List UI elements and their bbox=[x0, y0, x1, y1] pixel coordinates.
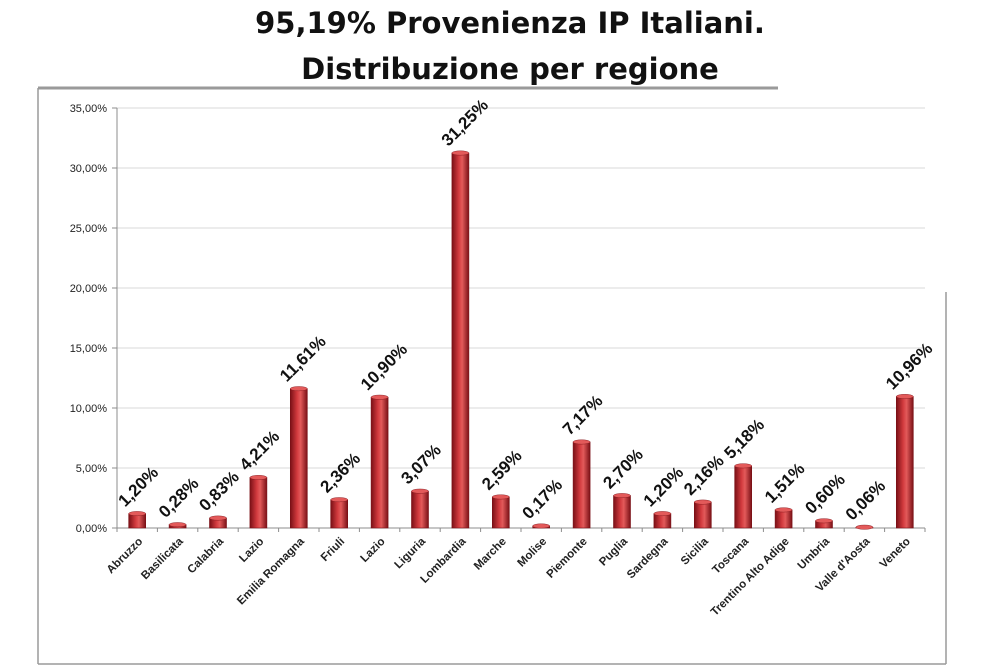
bar bbox=[774, 509, 793, 529]
x-category-label: Sardegna bbox=[625, 535, 671, 581]
x-category-label: Liguria bbox=[393, 535, 429, 571]
x-category-label: Marche bbox=[472, 536, 509, 573]
bar-cap bbox=[572, 439, 591, 445]
y-tick-label: 25,00% bbox=[70, 223, 108, 235]
x-category-label: Basilicata bbox=[139, 535, 186, 582]
bar bbox=[734, 465, 753, 529]
x-category-label: Lazio bbox=[237, 536, 266, 565]
bar bbox=[330, 499, 349, 529]
x-category-label: Molise bbox=[516, 536, 550, 570]
y-tick-label: 35,00% bbox=[70, 103, 108, 115]
x-category-label: Trentino Alto Adige bbox=[709, 536, 792, 619]
bar bbox=[491, 496, 510, 529]
bar-cap bbox=[168, 522, 187, 528]
data-label: 2,16% bbox=[680, 451, 728, 499]
x-category-label: Toscana bbox=[710, 535, 751, 576]
bar-cap bbox=[492, 494, 510, 500]
x-category-label: Umbria bbox=[796, 535, 833, 572]
bar-cap bbox=[370, 394, 389, 400]
x-category-label: Emilia Romagna bbox=[235, 535, 307, 607]
data-label: 1,51% bbox=[761, 459, 809, 507]
data-label: 0,06% bbox=[842, 477, 890, 525]
bar-cap bbox=[532, 523, 550, 529]
bar-cap bbox=[653, 511, 672, 516]
bar bbox=[895, 396, 914, 529]
bar bbox=[249, 477, 268, 529]
bar-cap bbox=[290, 386, 308, 392]
bar-cap bbox=[694, 499, 712, 505]
bar-cap bbox=[249, 475, 268, 480]
data-label: 10,96% bbox=[882, 339, 936, 393]
bar-cap bbox=[896, 394, 914, 399]
y-tick-label: 5,00% bbox=[76, 463, 107, 475]
data-label: 31,25% bbox=[438, 96, 492, 150]
bar bbox=[613, 495, 631, 529]
x-category-label: Lazio bbox=[358, 536, 387, 565]
bar-cap bbox=[774, 507, 793, 513]
data-label: 3,07% bbox=[397, 440, 445, 488]
bar-cap bbox=[613, 493, 631, 498]
bar bbox=[411, 490, 429, 529]
bar bbox=[572, 441, 591, 529]
y-tick-label: 10,00% bbox=[70, 403, 108, 415]
data-label: 4,21% bbox=[236, 427, 284, 475]
data-label: 2,36% bbox=[317, 449, 365, 497]
bar bbox=[370, 396, 389, 529]
data-label: 7,17% bbox=[559, 391, 607, 439]
x-category-label: Piemonte bbox=[545, 536, 590, 581]
y-tick-label: 20,00% bbox=[70, 283, 108, 295]
chart-title-line2: Distribuzione per regione bbox=[301, 52, 719, 86]
bar-cap bbox=[209, 515, 227, 521]
data-label: 0,17% bbox=[519, 475, 567, 523]
x-category-label: Veneto bbox=[878, 536, 913, 571]
data-label: 11,61% bbox=[276, 332, 330, 386]
y-tick-label: 0,00% bbox=[76, 523, 107, 535]
data-label: 0,28% bbox=[155, 474, 203, 522]
data-label: 2,70% bbox=[599, 445, 647, 493]
x-category-label: Abruzzo bbox=[105, 536, 146, 577]
bar bbox=[693, 501, 712, 529]
y-tick-label: 30,00% bbox=[70, 163, 108, 175]
bar-cap bbox=[855, 524, 874, 530]
bar-cap bbox=[734, 463, 752, 469]
data-label: 1,20% bbox=[115, 463, 163, 511]
data-label: 2,59% bbox=[478, 446, 526, 494]
data-label: 5,18% bbox=[721, 415, 769, 463]
bar-cap bbox=[411, 488, 429, 494]
y-tick-label: 15,00% bbox=[70, 343, 108, 355]
bar bbox=[289, 388, 308, 529]
bar-cap bbox=[815, 518, 833, 524]
chart-title-line1: 95,19% Provenienza IP Italiani. bbox=[255, 6, 765, 40]
x-category-label: Friuli bbox=[319, 536, 347, 564]
bar-cap bbox=[128, 511, 146, 516]
bar bbox=[451, 152, 470, 529]
bar-cap bbox=[330, 497, 348, 503]
data-label: 0,83% bbox=[195, 467, 243, 515]
x-category-label: Puglia bbox=[597, 535, 630, 568]
x-category-label: Sicilia bbox=[679, 535, 711, 567]
x-category-label: Calabria bbox=[186, 535, 227, 576]
bar-cap bbox=[451, 150, 470, 156]
